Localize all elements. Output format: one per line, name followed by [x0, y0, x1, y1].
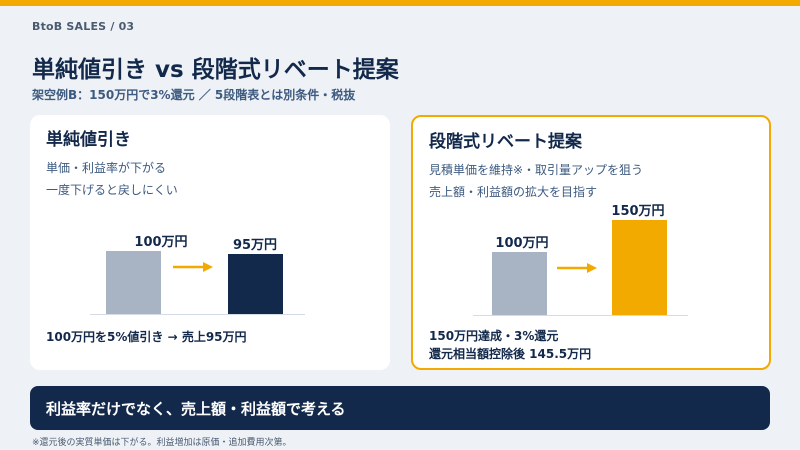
- card-caption: 100万円を5%値引き → 売上95万円: [46, 330, 247, 344]
- bar-label-after: 95万円: [232, 238, 278, 253]
- card-description: 見積単価を維持※・取引量アップを狙う 売上額・利益額の拡大を目指す: [429, 159, 643, 203]
- bar-after: [612, 220, 667, 315]
- bar-label-before: 100万円: [495, 236, 549, 251]
- chart-baseline: [90, 314, 305, 315]
- chart-baseline: [473, 315, 688, 316]
- breadcrumb: BtoB SALES / 03: [32, 20, 135, 33]
- card-description: 単価・利益率が下がる 一度下げると戻しにくい: [46, 157, 178, 201]
- bar-before: [492, 252, 547, 315]
- bar-label-after: 150万円: [611, 204, 665, 219]
- card-title-simple-discount: 単純値引き: [46, 130, 131, 150]
- card-caption-line: 150万円達成・3%還元: [429, 329, 559, 343]
- footnote: ※還元後の実質単価は下がる。利益増加は原価・追加費用次第。: [32, 438, 292, 448]
- card-desc-line: 見積単価を維持※・取引量アップを狙う: [429, 163, 644, 177]
- bar-label-before: 100万円: [134, 235, 188, 250]
- card-caption-line: 還元相当額控除後 145.5万円: [429, 347, 592, 361]
- card-caption: 150万円達成・3%還元 還元相当額控除後 145.5万円: [429, 327, 591, 363]
- arrow-right-icon: [557, 263, 597, 273]
- card-title-tiered-rebate: 段階式リベート提案: [429, 132, 582, 152]
- card-desc-line: 単価・利益率が下がる: [46, 161, 167, 175]
- key-message-banner: 利益率だけでなく、売上額・利益額で考える: [30, 386, 770, 430]
- top-accent-bar: [0, 0, 800, 6]
- banner-text: 利益率だけでなく、売上額・利益額で考える: [46, 400, 346, 418]
- card-desc-line: 売上額・利益額の拡大を目指す: [429, 185, 598, 199]
- bar-after: [228, 254, 283, 314]
- bar-before: [106, 251, 161, 314]
- page-title: 単純値引き vs 段階式リベート提案: [32, 57, 399, 83]
- card-desc-line: 一度下げると戻しにくい: [46, 183, 178, 197]
- arrow-right-icon: [173, 262, 213, 272]
- simple-discount-card: 単純値引き 単価・利益率が下がる 一度下げると戻しにくい 100万円 95万円 …: [30, 115, 390, 370]
- page-subtitle: 架空例B：150万円で3%還元 ／ 5段階表とは別条件・税抜: [32, 88, 356, 102]
- tiered-rebate-card: 段階式リベート提案 見積単価を維持※・取引量アップを狙う 売上額・利益額の拡大を…: [411, 115, 771, 370]
